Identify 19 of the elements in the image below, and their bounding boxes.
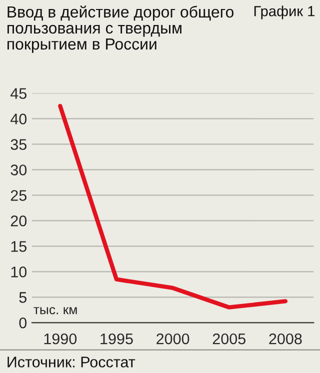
- y-tick-label: 40: [10, 114, 27, 124]
- y-axis-title: тыс. км: [34, 307, 77, 314]
- y-tick-label: 10: [11, 266, 27, 278]
- x-tick-label: 2005: [212, 333, 246, 344]
- y-tick-label: 0: [19, 318, 27, 328]
- text: Источник: Росстат: [8, 356, 136, 368]
- x-tick-label: 1995: [100, 333, 133, 344]
- x-tick-label: 2000: [156, 333, 190, 344]
- chart-subtitle: График 1: [254, 6, 314, 20]
- y-tick-label: 35: [10, 139, 26, 150]
- chart-title: Ввод в действие дорог общего пользования с твердым покрытием в России: [8, 6, 234, 53]
- x-tick-label: 1990: [44, 333, 77, 344]
- y-tick-label: 15: [11, 241, 26, 252]
- y-tick-label: 5: [19, 292, 26, 303]
- x-tick-label: 2008: [269, 333, 302, 344]
- y-tick-label: 30: [10, 164, 27, 176]
- y-tick-label: 20: [10, 216, 27, 226]
- y-tick-label: 45: [10, 88, 26, 99]
- y-tick-label: 25: [10, 190, 26, 201]
